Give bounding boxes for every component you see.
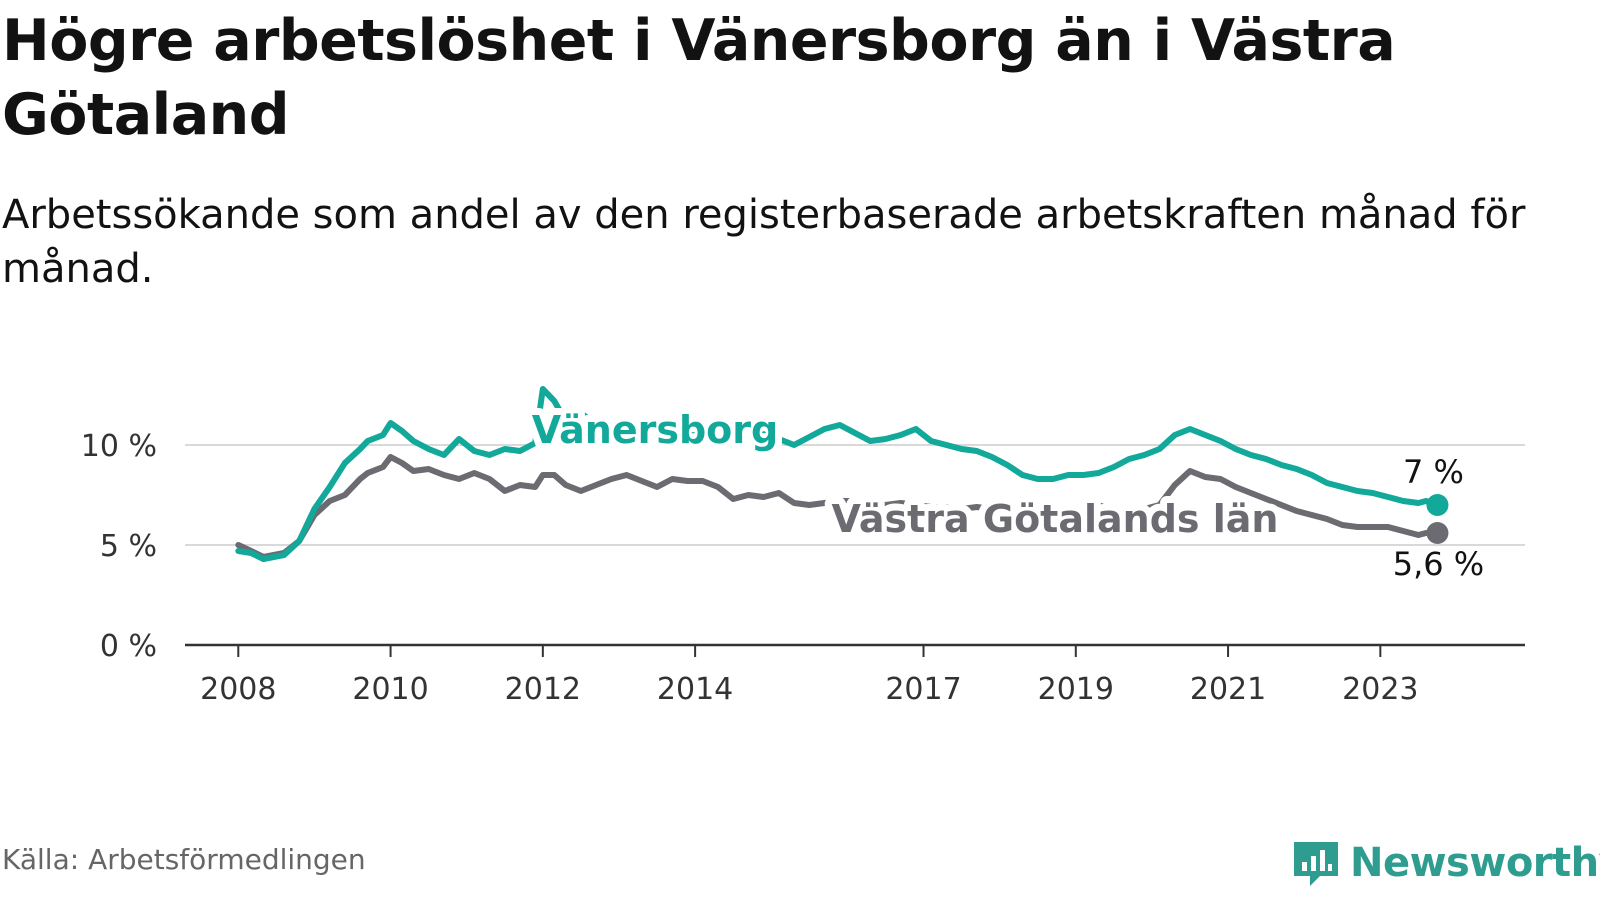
source-note: Källa: Arbetsförmedlingen — [2, 843, 366, 876]
y-tick-label: 10 % — [81, 429, 157, 464]
brand-logo: Newsworthy — [1292, 838, 1600, 888]
x-tick-label: 2017 — [885, 672, 961, 707]
newsworthy-icon — [1294, 842, 1338, 886]
series-end-dot-vanersborg — [1426, 494, 1449, 516]
x-tick-label: 2019 — [1038, 672, 1114, 707]
x-tick-label: 2023 — [1342, 672, 1418, 707]
series-label-vastra-gotaland-halo: Västra Götalands län — [832, 497, 1279, 541]
series-label-vanersborg-halo: Vänersborg — [532, 408, 778, 452]
x-tick-label: 2014 — [657, 672, 733, 707]
series-line-vanersborg — [235, 386, 1441, 562]
series-line-vastra-gotaland — [235, 454, 1441, 560]
chart-subtitle: Arbetssökande som andel av den registerb… — [2, 192, 1526, 292]
x-tick-label: 2008 — [200, 672, 276, 707]
x-tick-label: 2010 — [352, 672, 428, 707]
x-tick-label: 2012 — [505, 672, 581, 707]
end-value-label-vastra-gotaland: 5,6 % — [1393, 545, 1484, 583]
y-tick-label: 0 % — [100, 629, 157, 664]
y-tick-label: 5 % — [100, 529, 157, 564]
chart-title: Högre arbetslöshet i Vänersborg än i Väs… — [2, 8, 1396, 148]
series-label-vastra-gotaland: Västra Götalands län — [832, 497, 1279, 541]
brand-name: Newsworthy — [1350, 840, 1600, 886]
end-value-label-vanersborg: 7 % — [1403, 453, 1464, 491]
x-tick-label: 2021 — [1190, 672, 1266, 707]
series-end-dot-vastra-gotaland — [1426, 522, 1449, 544]
series-label-vanersborg: Vänersborg — [532, 408, 778, 452]
